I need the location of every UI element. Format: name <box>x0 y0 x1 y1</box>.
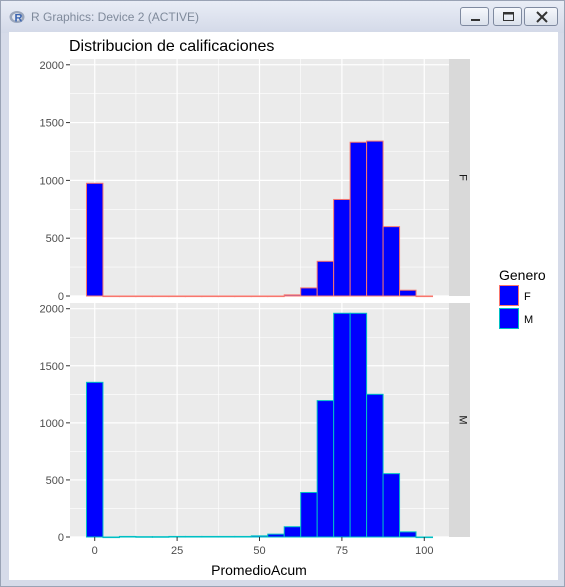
maximize-button[interactable] <box>493 7 522 26</box>
histogram-bar <box>300 287 318 297</box>
histogram-bar <box>217 535 236 538</box>
histogram-bar <box>415 295 434 298</box>
histogram-bar <box>349 312 368 538</box>
facet-panel-m: 0 500 1000 1500 2000 M <box>40 303 470 544</box>
histogram-bar <box>399 289 417 297</box>
r-logo-icon: R <box>9 11 25 25</box>
legend-label: M <box>524 314 533 326</box>
x-tick-label: 100 <box>415 545 433 557</box>
histogram-bar <box>234 295 252 298</box>
histogram-bar <box>267 533 285 538</box>
y-tick-label: 500 <box>46 233 64 245</box>
x-axis-label: PromedioAcum <box>211 562 307 578</box>
histogram-bar <box>283 294 302 297</box>
title-bar[interactable]: R R Graphics: Device 2 (ACTIVE) <box>1 1 564 33</box>
histogram-bar <box>168 535 186 538</box>
histogram-bar <box>267 295 285 298</box>
minimize-button[interactable] <box>460 7 489 26</box>
histogram-bar <box>366 140 384 297</box>
y-tick-label: 0 <box>58 291 64 303</box>
close-icon <box>536 11 548 23</box>
facet-strip <box>449 59 470 296</box>
histogram-bar <box>151 536 170 538</box>
histogram-bar <box>118 295 137 298</box>
histogram-bar <box>184 535 203 538</box>
facet-strip-label: F <box>457 174 469 181</box>
legend-label: F <box>524 291 531 303</box>
x-tick-label: 75 <box>336 545 348 557</box>
histogram-bar <box>366 393 384 538</box>
histogram-chart: Distribucion de calificaciones 050010001… <box>40 38 546 578</box>
legend-title: Genero <box>499 267 546 283</box>
x-tick-label: 25 <box>171 545 183 557</box>
facet-strip-label: M <box>457 415 469 424</box>
histogram-bar <box>300 491 318 538</box>
window-title: R Graphics: Device 2 (ACTIVE) <box>31 10 200 24</box>
histogram-bar <box>382 473 401 538</box>
legend-key-f <box>499 285 519 306</box>
y-tick-label: 1500 <box>40 361 64 373</box>
y-tick-label: 0 <box>58 532 64 544</box>
legend-key-m <box>499 308 519 329</box>
close-button[interactable] <box>524 7 558 26</box>
histogram-bar <box>102 536 120 539</box>
histogram-bar <box>118 535 137 538</box>
plot-area: Distribucion de calificaciones 0 500 1000 1… <box>9 32 558 580</box>
histogram-bar <box>382 226 401 297</box>
histogram-bar <box>168 295 186 298</box>
y-tick-label: 500 <box>46 475 64 487</box>
histogram-bar <box>201 535 219 538</box>
svg-text:R: R <box>15 13 23 25</box>
histogram-bar <box>250 535 269 538</box>
y-tick-label: 1000 <box>40 175 64 187</box>
x-tick-label: 50 <box>253 545 265 557</box>
y-tick-label: 2000 <box>40 304 64 316</box>
chart-title: Distribucion de calificaciones <box>69 38 274 55</box>
facet-panel-f: 0 500 1000 1500 2000 F <box>40 59 470 303</box>
histogram-bar <box>399 531 417 538</box>
histogram-bar <box>217 295 236 298</box>
histogram-bar <box>316 400 335 538</box>
histogram-bar <box>85 182 104 297</box>
histogram-bar <box>135 536 153 538</box>
histogram-bar <box>102 295 120 298</box>
histogram-bar <box>333 198 351 297</box>
histogram-bar <box>184 295 203 298</box>
histogram-bar <box>316 260 335 297</box>
histogram-bar <box>135 295 153 298</box>
minimize-icon <box>471 19 480 21</box>
histogram-bar <box>85 381 104 538</box>
facet-strip <box>449 303 470 537</box>
histogram-bar <box>283 526 302 538</box>
legend: Genero FM <box>499 267 546 329</box>
histogram-bar <box>151 295 170 298</box>
maximize-icon <box>503 12 514 21</box>
histogram-bar <box>234 535 252 538</box>
histogram-bar <box>349 141 368 297</box>
y-tick-label: 2000 <box>40 60 64 72</box>
y-tick-label: 1500 <box>40 118 64 130</box>
histogram-bar <box>333 312 351 538</box>
histogram-bar <box>201 295 219 298</box>
y-tick-label: 1000 <box>40 418 64 430</box>
histogram-bar <box>250 295 269 298</box>
x-tick-label: 0 <box>92 545 98 557</box>
